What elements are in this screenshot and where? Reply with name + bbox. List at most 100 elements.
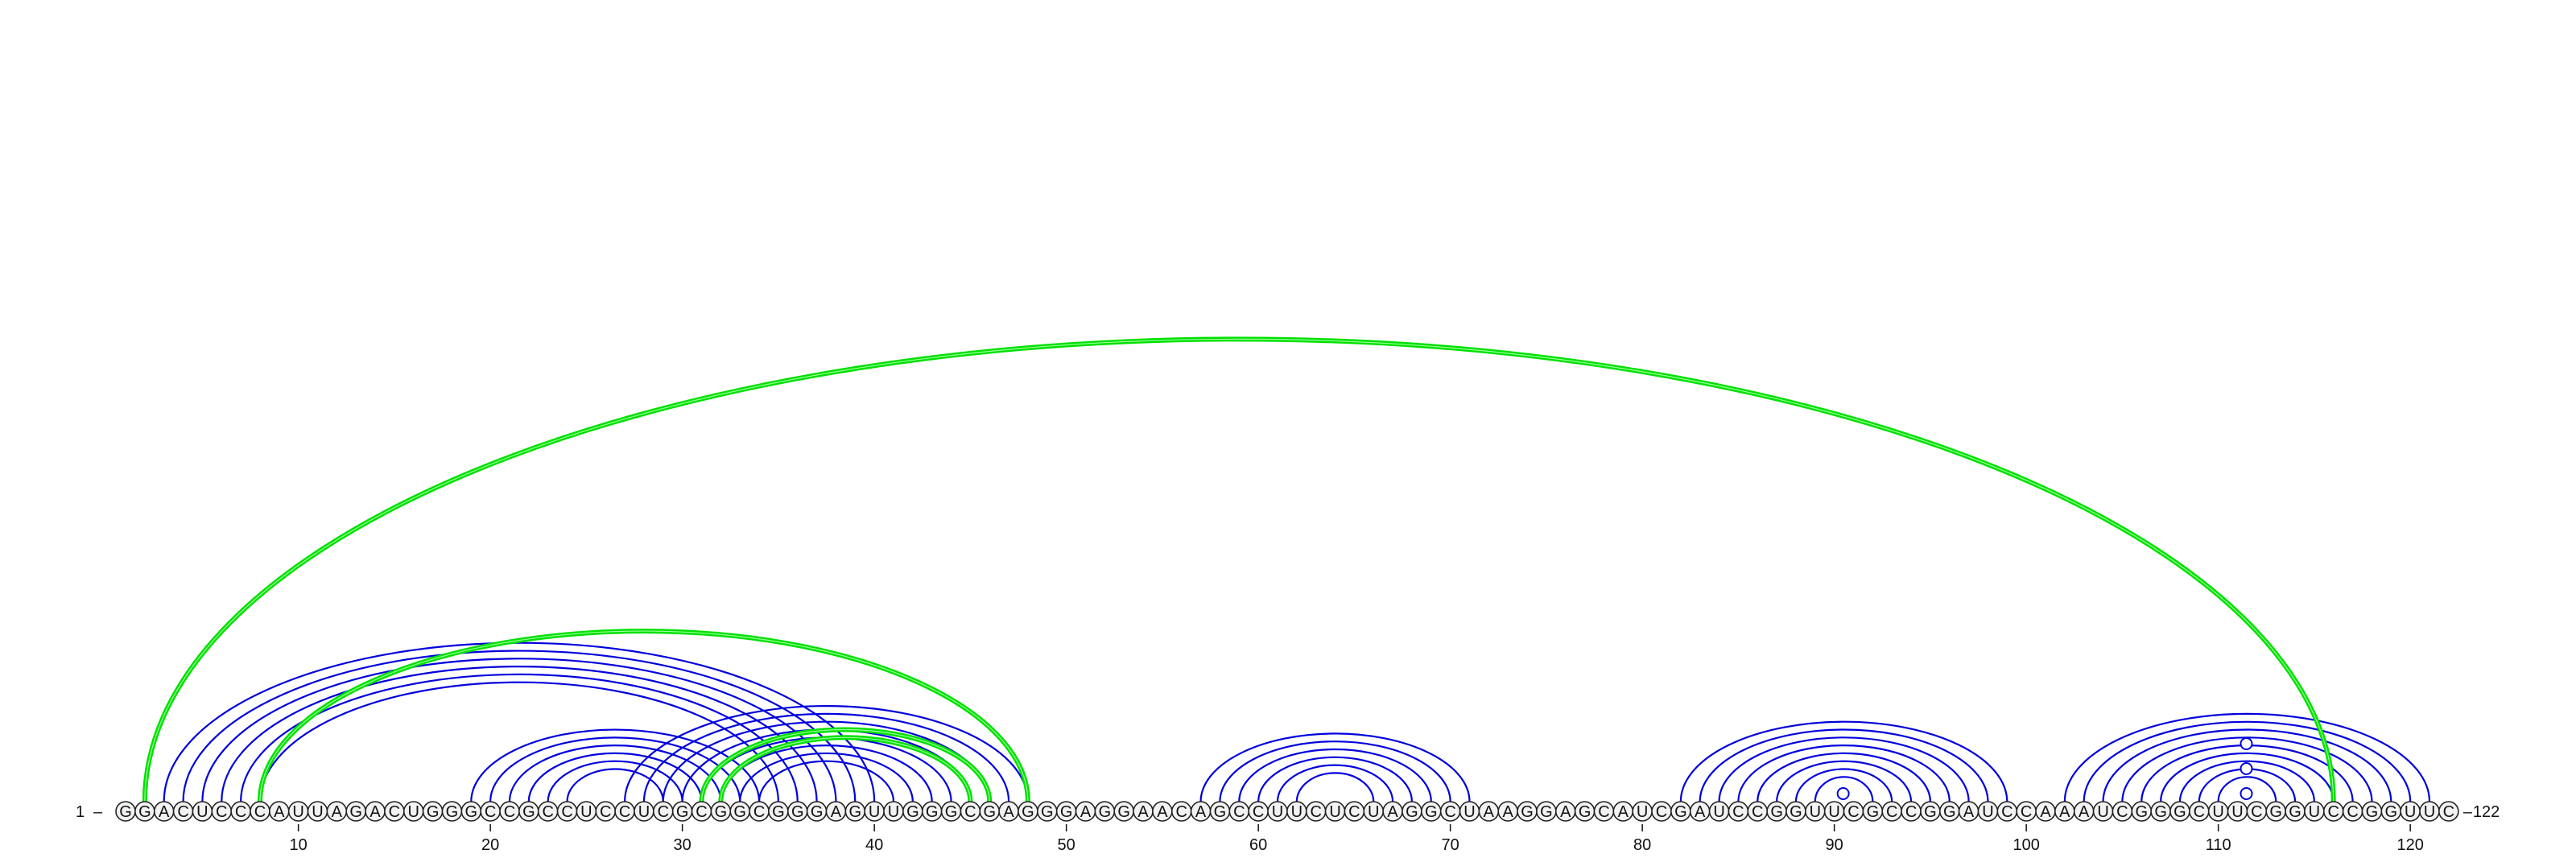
start-dash: – bbox=[93, 803, 103, 821]
residue-letter: G bbox=[2366, 803, 2379, 821]
residue-letter: U bbox=[1810, 803, 1821, 821]
residue-letter: U bbox=[580, 803, 592, 821]
residue-letter: U bbox=[408, 803, 419, 821]
canonical-pair-arc bbox=[566, 768, 664, 802]
residue-letter: U bbox=[888, 803, 899, 821]
residue-letter: U bbox=[2309, 803, 2320, 821]
residue-letter: G bbox=[1406, 803, 1418, 821]
residue-letter: U bbox=[2231, 803, 2243, 821]
residue-letter: U bbox=[2212, 803, 2223, 821]
residue-letter: C bbox=[1732, 803, 1744, 821]
tick-label: 10 bbox=[290, 836, 308, 854]
canonical-pair-arc bbox=[739, 752, 914, 802]
residue-letter: C bbox=[1253, 803, 1264, 821]
residue-letter: U bbox=[1828, 803, 1839, 821]
canonical-pair-arc bbox=[163, 641, 876, 802]
canonical-pair-arc bbox=[489, 736, 741, 802]
residue-letter: A bbox=[1137, 803, 1149, 821]
residue-letter: G bbox=[1943, 803, 1956, 821]
residue-letter: A bbox=[1695, 803, 1706, 821]
tick-label: 60 bbox=[1249, 836, 1267, 854]
canonical-pair-arc bbox=[2102, 728, 2392, 802]
residue-letter: C bbox=[2116, 803, 2128, 821]
base-pair-arcs bbox=[142, 336, 2431, 802]
residue-letter: C bbox=[696, 803, 707, 821]
residue-letter: A bbox=[1195, 803, 1207, 821]
residue-letter: C bbox=[753, 803, 765, 821]
tick-label: 40 bbox=[865, 836, 883, 854]
residue-letter: C bbox=[2251, 803, 2262, 821]
residue-letter: G bbox=[1022, 803, 1034, 821]
residue-letter: C bbox=[389, 803, 400, 821]
tick-label: 120 bbox=[2396, 836, 2423, 854]
residue-letter: A bbox=[274, 803, 285, 821]
canonical-pair-arc bbox=[527, 752, 703, 802]
residue-letter: U bbox=[312, 803, 323, 821]
residue-letter: G bbox=[427, 803, 440, 821]
residue-letter: G bbox=[2385, 803, 2398, 821]
residue-letter: C bbox=[254, 803, 266, 821]
residue-letter: G bbox=[926, 803, 939, 821]
residue-letter: G bbox=[1060, 803, 1073, 821]
residue-letter: G bbox=[2135, 803, 2148, 821]
canonical-pair-arc bbox=[2178, 760, 2315, 802]
residue-letter: A bbox=[332, 803, 343, 821]
residue-letter: G bbox=[2174, 803, 2186, 821]
residue-letter: G bbox=[1674, 803, 1687, 821]
residue-letter: C bbox=[1444, 803, 1455, 821]
residue-letter: G bbox=[349, 803, 362, 821]
residue-letter: G bbox=[1579, 803, 1591, 821]
end-dash: – bbox=[2463, 803, 2473, 821]
canonical-pair-arc bbox=[470, 728, 761, 802]
residue-letter: G bbox=[983, 803, 996, 821]
residue-letter: G bbox=[1790, 803, 1802, 821]
residue-letter: C bbox=[1886, 803, 1897, 821]
residue-letter: G bbox=[522, 803, 535, 821]
tick-label: 80 bbox=[1633, 836, 1651, 854]
residue-letter: G bbox=[1425, 803, 1438, 821]
canonical-pair-arc bbox=[758, 760, 895, 802]
residue-letter: G bbox=[1521, 803, 1534, 821]
residue-letter: A bbox=[1503, 803, 1514, 821]
residue-letter: A bbox=[159, 803, 170, 821]
pseudoknot-arc-highlight bbox=[720, 736, 971, 802]
canonical-pair-arc bbox=[1794, 768, 1893, 802]
canonical-pair-arc bbox=[2063, 712, 2431, 802]
residue-letter: G bbox=[1117, 803, 1130, 821]
residue-letter: C bbox=[1598, 803, 1609, 821]
residue-letter: U bbox=[1272, 803, 1283, 821]
residue-letter: U bbox=[1982, 803, 1993, 821]
residue-letter: G bbox=[465, 803, 478, 821]
tick-label: 50 bbox=[1058, 836, 1075, 854]
loop-marker bbox=[2240, 762, 2253, 775]
canonical-pair-arc bbox=[2217, 776, 2277, 802]
residue-letter: G bbox=[945, 803, 958, 821]
canonical-pair-arc bbox=[258, 681, 779, 802]
canonical-pair-arc bbox=[1257, 756, 1414, 802]
residue-letter: G bbox=[811, 803, 824, 821]
residue-letter: C bbox=[2328, 803, 2339, 821]
residue-letter: G bbox=[772, 803, 785, 821]
residue-letter: G bbox=[2289, 803, 2301, 821]
residue-letter: A bbox=[1618, 803, 1629, 821]
loop-marker bbox=[1836, 787, 1850, 800]
residue-letter: U bbox=[2424, 803, 2435, 821]
residue-letter: A bbox=[831, 803, 842, 821]
residue-letter: G bbox=[849, 803, 862, 821]
tick-label: 110 bbox=[2206, 836, 2231, 854]
residue-letter: C bbox=[485, 803, 496, 821]
canonical-pair-arc bbox=[1219, 740, 1451, 802]
residue-letter: G bbox=[733, 803, 746, 821]
residue-letter: U bbox=[869, 803, 880, 821]
residue-letter: U bbox=[1329, 803, 1340, 821]
canonical-pair-arc bbox=[1295, 772, 1375, 802]
residue-letter: G bbox=[1540, 803, 1553, 821]
loop-markers bbox=[1836, 737, 2253, 800]
pseudoknot-arc-highlight bbox=[259, 630, 1029, 802]
canonical-pair-arc bbox=[547, 760, 683, 802]
canonical-pair-arc bbox=[1276, 764, 1394, 802]
start-label: 1 bbox=[76, 803, 85, 821]
residue-letter: G bbox=[676, 803, 689, 821]
residue-letter: U bbox=[2097, 803, 2108, 821]
